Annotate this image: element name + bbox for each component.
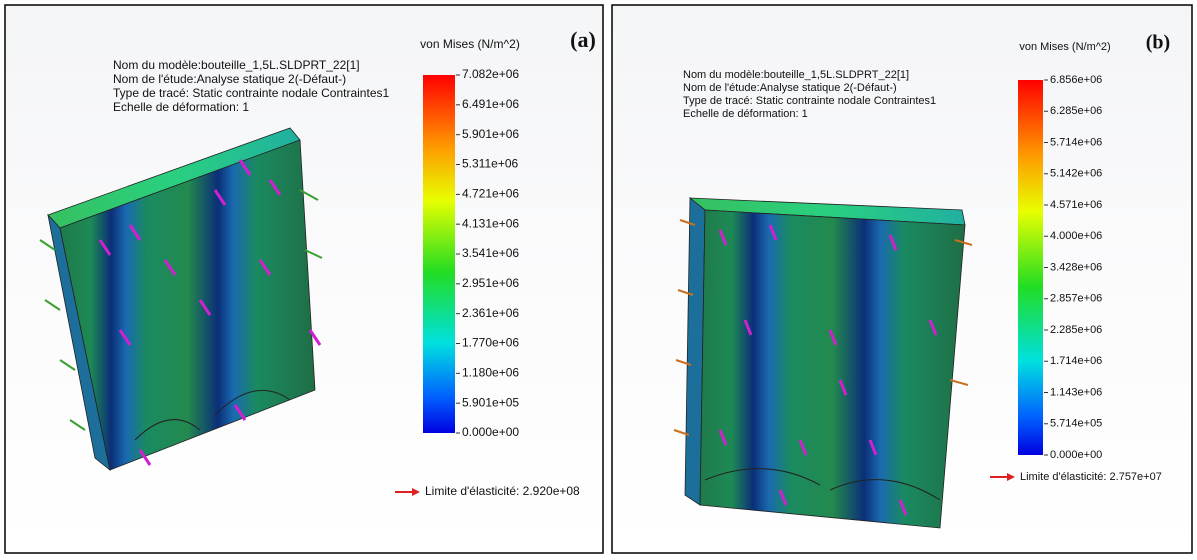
tick-label: 5.714e+06 [1050,136,1102,148]
figure: (a) von Mises (N/m^2) Nom du modèle:boutei… [0,0,1197,555]
tick-label: 4.131e+06 [462,216,519,230]
info-line: Echelle de déformation: 1 [683,108,808,120]
tick-label: 0.000e+00 [1050,449,1102,461]
tick-label: 4.000e+06 [1050,230,1102,242]
colorbar [423,75,455,433]
yield-limit: Limite d'élasticité: 2.757e+07 [1020,471,1162,483]
info-line: Echelle de déformation: 1 [113,100,249,114]
tick-label: 2.951e+06 [462,276,519,290]
info-line: Nom de l'étude:Analyse statique 2(-Défau… [113,72,346,86]
tick-label: 5.714e+05 [1050,418,1102,430]
tick-label: 4.571e+06 [1050,199,1102,211]
model-b [674,198,972,528]
tick-label: 0.000e+00 [462,425,519,439]
tick-label: 5.311e+06 [462,157,518,171]
panel-label: (a) [570,27,596,52]
tick-label: 2.857e+06 [1050,293,1102,305]
info-line: Type de tracé: Static contrainte nodale … [683,95,936,107]
info-line: Type de tracé: Static contrainte nodale … [113,86,389,100]
info-line: Nom du modèle:bouteille_1,5L.SLDPRT_22[1… [113,58,360,72]
info-line: Nom du modèle:bouteille_1,5L.SLDPRT_22[1… [683,69,909,81]
tick-label: 2.285e+06 [1050,324,1102,336]
tick-label: 6.285e+06 [1050,105,1102,117]
yield-limit: Limite d'élasticité: 2.920e+08 [425,484,580,498]
tick-label: 3.428e+06 [1050,261,1102,273]
panel-label: (b) [1146,32,1170,54]
tick-label: 2.361e+06 [462,306,519,320]
info-line: Nom de l'étude:Analyse statique 2(-Défau… [683,82,897,94]
legend-title: von Mises (N/m^2) [420,37,520,51]
tick-label: 6.491e+06 [462,97,519,111]
tick-label: 1.143e+06 [1050,386,1102,398]
tick-label: 1.770e+06 [462,336,519,350]
legend-title: von Mises (N/m^2) [1019,41,1110,53]
colorbar [1018,80,1043,455]
tick-label: 1.180e+06 [462,366,519,380]
page: (a) von Mises (N/m^2) Nom du modèle:boutei… [0,0,1197,555]
tick-label: 4.721e+06 [462,187,519,201]
tick-label: 5.901e+05 [462,395,519,409]
tick-label: 6.856e+06 [1050,74,1102,86]
tick-label: 5.901e+06 [462,127,519,141]
tick-label: 7.082e+06 [462,67,519,81]
tick-label: 3.541e+06 [462,246,519,260]
tick-label: 1.714e+06 [1050,355,1102,367]
tick-label: 5.142e+06 [1050,168,1102,180]
